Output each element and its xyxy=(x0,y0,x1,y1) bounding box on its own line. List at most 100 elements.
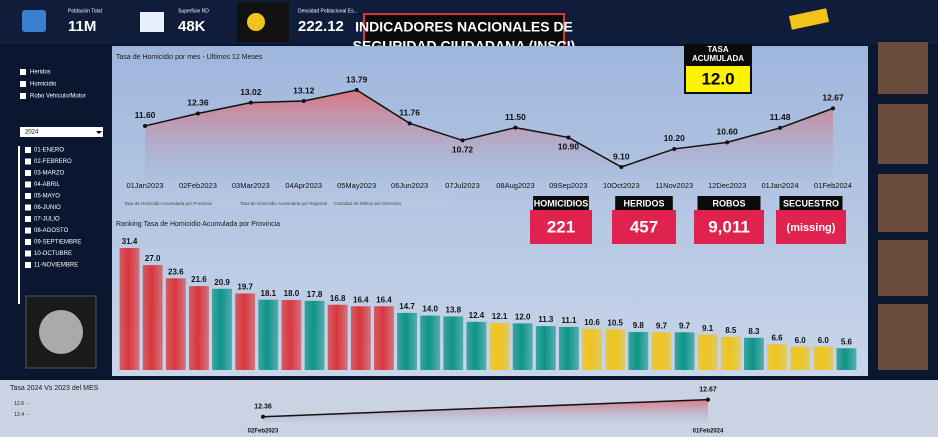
bar xyxy=(813,347,833,370)
checkbox[interactable] xyxy=(20,69,26,75)
bar xyxy=(212,289,232,370)
month-label: 07-JULIO xyxy=(34,217,60,223)
checkbox[interactable] xyxy=(20,81,26,87)
data-label: 27.0 xyxy=(145,254,161,263)
kpi-card-label: HOMICIDIOS xyxy=(534,198,589,208)
kpi-card-label: SECUESTRO xyxy=(783,198,839,208)
kpi-icon xyxy=(140,12,164,32)
data-label: 31.4 xyxy=(122,237,138,246)
month-list-border xyxy=(18,146,20,304)
month-label: 03-MARZO xyxy=(34,171,65,177)
bar xyxy=(397,313,417,370)
checkbox[interactable] xyxy=(25,216,31,222)
kpi-card-value: 457 xyxy=(630,217,658,236)
checkbox[interactable] xyxy=(25,159,31,165)
line-point xyxy=(706,398,710,402)
tab[interactable]: Cantidad de Delitos por Dirección xyxy=(334,201,402,206)
tab[interactable]: Tasa de Homicidio Acumulada por Provinci… xyxy=(124,201,212,206)
checkbox[interactable] xyxy=(25,170,31,176)
bar xyxy=(443,316,463,370)
data-label: 9.10 xyxy=(613,151,630,161)
kpi-value: 11M xyxy=(68,18,96,35)
data-label: 6.6 xyxy=(772,333,784,342)
data-label: 12.36 xyxy=(254,404,272,411)
data-label: 5.6 xyxy=(841,337,853,346)
tab[interactable]: Tasa de Homicidio Acumulada por Regional xyxy=(240,201,327,206)
line-point xyxy=(261,415,265,419)
bar xyxy=(235,293,255,370)
bar xyxy=(328,305,348,370)
data-label: 8.5 xyxy=(725,326,737,335)
data-label: 18.1 xyxy=(261,289,277,298)
x-tick-label: 01Feb2024 xyxy=(693,429,724,435)
x-tick-label: 07Jul2023 xyxy=(445,181,480,190)
chart-title: Tasa de Homicidio por mes - Ultimos 12 M… xyxy=(116,54,263,61)
data-label: 13.12 xyxy=(293,85,315,95)
photo xyxy=(878,104,928,164)
data-label: 10.6 xyxy=(584,318,600,327)
data-label: 11.1 xyxy=(561,316,577,325)
bar xyxy=(582,329,602,370)
line-point xyxy=(408,121,412,125)
bar xyxy=(628,332,648,370)
data-label: 10.72 xyxy=(452,145,474,155)
bar xyxy=(605,329,625,370)
checkbox[interactable] xyxy=(25,147,31,153)
x-tick-label: 10Oct2023 xyxy=(603,181,640,190)
data-label: 9.7 xyxy=(679,321,691,330)
checkbox[interactable] xyxy=(25,228,31,234)
month-label: 02-FEBRERO xyxy=(34,159,72,165)
data-label: 13.8 xyxy=(446,305,462,314)
data-label: 11.76 xyxy=(399,108,420,118)
data-label: 10.90 xyxy=(558,142,580,152)
checkbox[interactable] xyxy=(25,262,31,268)
data-label: 12.36 xyxy=(187,98,209,108)
line-point xyxy=(461,138,465,142)
tabs: Tasa de Homicidio Acumulada por Provinci… xyxy=(124,201,402,206)
bar xyxy=(466,322,486,370)
data-label: 23.6 xyxy=(168,267,184,276)
bar xyxy=(721,337,741,370)
line-point xyxy=(196,111,200,115)
data-label: 11.50 xyxy=(505,112,526,122)
line-point xyxy=(725,140,729,144)
dashboard: Población Total 11M Superficie RD 48K De… xyxy=(0,0,938,437)
data-label: 10.20 xyxy=(664,133,686,143)
x-tick-label: 02Feb2023 xyxy=(248,429,279,435)
bar xyxy=(143,265,163,370)
bar xyxy=(767,344,787,370)
checkbox[interactable] xyxy=(25,239,31,245)
checkbox[interactable] xyxy=(25,205,31,211)
bar xyxy=(559,327,579,370)
bar xyxy=(536,326,556,370)
data-label: 12.67 xyxy=(699,386,717,393)
bar xyxy=(513,323,533,370)
data-label: 12.67 xyxy=(822,93,844,103)
kpi-card-label: ROBOS xyxy=(712,198,745,208)
x-tick-label: 01Feb2024 xyxy=(814,181,852,190)
line-point xyxy=(831,106,835,110)
month-label: 05-MAYO xyxy=(34,194,60,200)
photo xyxy=(878,304,928,370)
checkbox[interactable] xyxy=(25,182,31,188)
logo-emblem xyxy=(39,310,83,354)
line-point xyxy=(513,126,517,130)
indicator-label: Heridos xyxy=(30,70,51,76)
kpi-card-value: (missing) xyxy=(787,222,836,234)
kpi-icon xyxy=(22,10,46,32)
checkbox[interactable] xyxy=(25,251,31,257)
month-label: 11-NOVIEMBRE xyxy=(34,263,78,269)
data-label: 17.8 xyxy=(307,290,323,299)
x-tick-label: 04Apr2023 xyxy=(285,181,322,190)
bar xyxy=(166,278,186,370)
photo-column xyxy=(878,42,928,370)
data-label: 16.8 xyxy=(330,294,346,303)
data-label: 16.4 xyxy=(353,295,369,304)
y-tick-label: 12.4 xyxy=(14,412,24,418)
data-label: 21.6 xyxy=(191,275,207,284)
data-label: 12.1 xyxy=(492,312,508,321)
checkbox[interactable] xyxy=(25,193,31,199)
kpi-value: 48K xyxy=(178,18,206,35)
x-tick-label: 01Jan2023 xyxy=(126,181,163,190)
checkbox[interactable] xyxy=(20,93,26,99)
